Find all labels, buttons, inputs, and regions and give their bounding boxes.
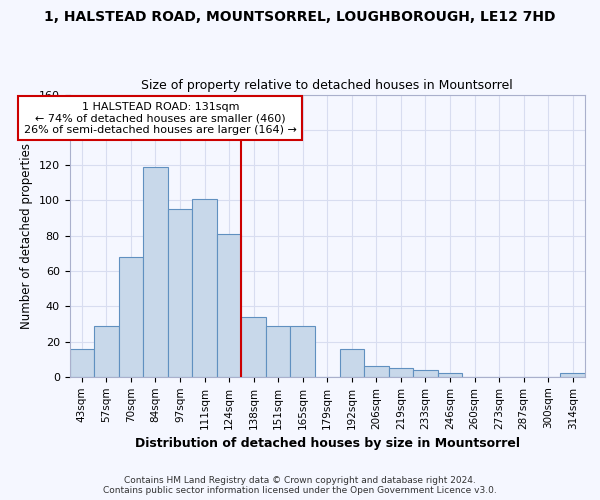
Title: Size of property relative to detached houses in Mountsorrel: Size of property relative to detached ho…: [142, 79, 513, 92]
Y-axis label: Number of detached properties: Number of detached properties: [20, 142, 33, 328]
Text: Contains HM Land Registry data © Crown copyright and database right 2024.
Contai: Contains HM Land Registry data © Crown c…: [103, 476, 497, 495]
Bar: [143, 167, 167, 377]
Bar: [119, 257, 143, 377]
Bar: [266, 326, 290, 377]
Bar: [192, 198, 217, 377]
Bar: [290, 326, 315, 377]
Text: 1, HALSTEAD ROAD, MOUNTSORREL, LOUGHBOROUGH, LE12 7HD: 1, HALSTEAD ROAD, MOUNTSORREL, LOUGHBORO…: [44, 10, 556, 24]
Bar: [389, 368, 413, 377]
Bar: [438, 374, 462, 377]
Bar: [70, 348, 94, 377]
Bar: [94, 326, 119, 377]
Bar: [560, 374, 585, 377]
Bar: [167, 209, 192, 377]
Text: 1 HALSTEAD ROAD: 131sqm
← 74% of detached houses are smaller (460)
26% of semi-d: 1 HALSTEAD ROAD: 131sqm ← 74% of detache…: [24, 102, 297, 135]
Bar: [241, 317, 266, 377]
Bar: [217, 234, 241, 377]
Bar: [340, 348, 364, 377]
X-axis label: Distribution of detached houses by size in Mountsorrel: Distribution of detached houses by size …: [135, 437, 520, 450]
Bar: [364, 366, 389, 377]
Bar: [413, 370, 438, 377]
